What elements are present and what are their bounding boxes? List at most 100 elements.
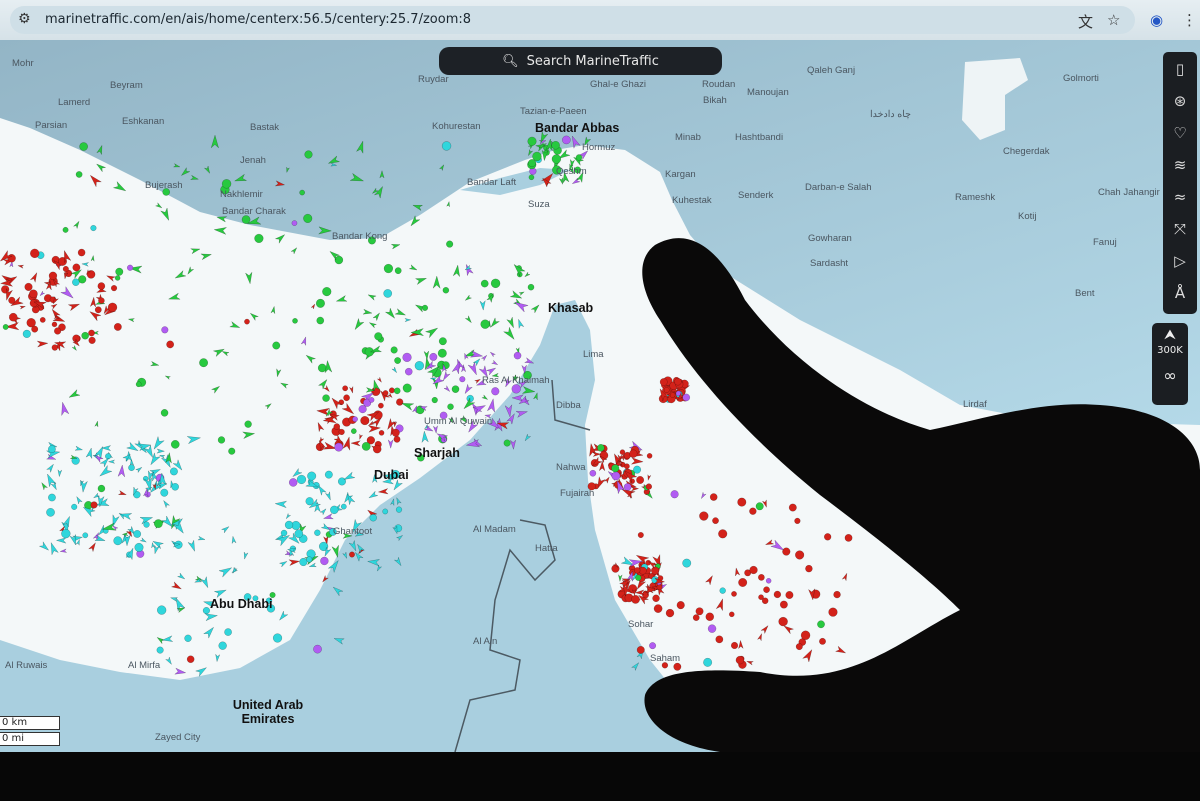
vessel-marker[interactable] bbox=[761, 597, 769, 605]
vessel-marker[interactable] bbox=[71, 338, 81, 347]
vessel-marker[interactable] bbox=[332, 586, 344, 597]
vessel-marker[interactable] bbox=[99, 464, 113, 477]
vessel-marker[interactable] bbox=[22, 329, 31, 338]
vessel-marker[interactable] bbox=[524, 433, 532, 442]
vessel-marker[interactable] bbox=[213, 589, 228, 599]
vessel-marker[interactable] bbox=[381, 477, 395, 485]
vessel-marker[interactable] bbox=[90, 254, 95, 263]
translate-icon[interactable]: 文 bbox=[1078, 13, 1094, 31]
vessel-marker[interactable] bbox=[101, 522, 117, 531]
vessel-marker[interactable] bbox=[342, 532, 353, 539]
vessel-marker[interactable] bbox=[176, 572, 186, 580]
vessel-marker[interactable] bbox=[187, 539, 196, 553]
vessel-marker[interactable] bbox=[210, 134, 220, 149]
vessel-marker[interactable] bbox=[330, 162, 338, 167]
vessel-marker[interactable] bbox=[794, 517, 801, 525]
vessel-marker[interactable] bbox=[418, 406, 429, 412]
vessel-marker[interactable] bbox=[112, 525, 119, 532]
vessel-marker[interactable] bbox=[528, 174, 535, 181]
vessel-marker[interactable] bbox=[135, 381, 142, 388]
vessel-marker[interactable] bbox=[103, 304, 111, 315]
vessel-marker[interactable] bbox=[348, 385, 354, 394]
vessel-marker[interactable] bbox=[322, 512, 335, 520]
vessel-marker[interactable] bbox=[284, 520, 294, 530]
vessel-marker[interactable] bbox=[730, 641, 739, 650]
vessel-marker[interactable] bbox=[99, 457, 109, 468]
vessel-marker[interactable] bbox=[286, 166, 291, 174]
vessel-marker[interactable] bbox=[71, 503, 78, 510]
vessel-marker[interactable] bbox=[328, 527, 337, 536]
vessel-marker[interactable] bbox=[368, 420, 376, 426]
vessel-marker[interactable] bbox=[288, 559, 301, 567]
vessel-marker[interactable] bbox=[252, 595, 259, 602]
vessel-marker[interactable] bbox=[325, 408, 334, 417]
vessel-marker[interactable] bbox=[527, 148, 534, 157]
vessel-marker[interactable] bbox=[363, 398, 372, 407]
vessel-marker[interactable] bbox=[315, 298, 325, 308]
vessel-marker[interactable] bbox=[402, 383, 412, 393]
vessel-marker[interactable] bbox=[464, 264, 473, 271]
vessel-marker[interactable] bbox=[17, 264, 25, 269]
vessel-marker[interactable] bbox=[196, 535, 206, 541]
vessel-marker[interactable] bbox=[164, 375, 172, 381]
vessel-marker[interactable] bbox=[394, 307, 407, 316]
vessel-marker[interactable] bbox=[59, 285, 74, 299]
vessel-marker[interactable] bbox=[137, 443, 152, 452]
vessel-marker[interactable] bbox=[322, 574, 330, 583]
vessel-marker[interactable] bbox=[318, 439, 327, 452]
vessel-marker[interactable] bbox=[540, 130, 549, 144]
vessel-marker[interactable] bbox=[133, 486, 139, 497]
vessel-marker[interactable] bbox=[333, 638, 346, 645]
vessel-marker[interactable] bbox=[378, 430, 385, 436]
vessel-marker[interactable] bbox=[278, 560, 288, 568]
vessel-marker[interactable] bbox=[287, 532, 300, 545]
vessel-marker[interactable] bbox=[319, 436, 325, 444]
vessel-marker[interactable] bbox=[541, 149, 549, 162]
vessel-marker[interactable] bbox=[276, 367, 282, 378]
vessel-marker[interactable] bbox=[354, 551, 364, 563]
vessel-marker[interactable] bbox=[215, 653, 221, 663]
vessel-marker[interactable] bbox=[446, 240, 454, 248]
vessel-marker[interactable] bbox=[650, 566, 660, 575]
vessel-marker[interactable] bbox=[166, 340, 175, 349]
site-settings-icon[interactable]: ⚙ bbox=[18, 11, 31, 27]
vessel-marker[interactable] bbox=[81, 262, 90, 267]
vessel-marker[interactable] bbox=[324, 470, 333, 479]
vessel-marker[interactable] bbox=[314, 501, 321, 513]
vessel-marker[interactable] bbox=[69, 533, 76, 546]
vessel-marker[interactable] bbox=[269, 591, 276, 599]
vessel-marker[interactable] bbox=[532, 151, 542, 162]
vessel-marker[interactable] bbox=[314, 529, 321, 537]
vessel-marker[interactable] bbox=[452, 264, 461, 278]
vessel-marker[interactable] bbox=[88, 336, 96, 344]
vessel-marker[interactable] bbox=[333, 434, 344, 445]
more-menu-icon[interactable]: ⋮ bbox=[1182, 11, 1197, 29]
vessel-marker[interactable] bbox=[107, 302, 118, 313]
vessel-marker[interactable] bbox=[703, 657, 713, 667]
vessel-marker[interactable] bbox=[707, 624, 717, 633]
vessel-marker[interactable] bbox=[95, 163, 107, 173]
vessel-marker[interactable] bbox=[176, 607, 186, 614]
vessel-marker[interactable] bbox=[322, 535, 329, 546]
vessel-marker[interactable] bbox=[649, 642, 657, 650]
vessel-marker[interactable] bbox=[51, 321, 58, 328]
vessel-marker[interactable] bbox=[292, 467, 303, 478]
vessel-marker[interactable] bbox=[331, 397, 343, 410]
vessel-marker[interactable] bbox=[153, 519, 163, 529]
vessel-marker[interactable] bbox=[160, 488, 169, 497]
vessel-marker[interactable] bbox=[172, 542, 181, 548]
vessel-marker[interactable] bbox=[515, 346, 520, 355]
vessel-marker[interactable] bbox=[451, 360, 460, 375]
vessel-marker[interactable] bbox=[318, 541, 329, 552]
vessel-marker[interactable] bbox=[134, 542, 144, 552]
vessel-marker[interactable] bbox=[630, 457, 644, 465]
vessel-marker[interactable] bbox=[424, 327, 439, 339]
vessel-marker[interactable] bbox=[421, 430, 429, 444]
vessel-marker[interactable] bbox=[289, 548, 295, 558]
vessel-marker[interactable] bbox=[45, 463, 55, 474]
vessel-marker[interactable] bbox=[372, 312, 381, 322]
vessel-marker[interactable] bbox=[393, 556, 402, 567]
vessel-marker[interactable] bbox=[249, 312, 260, 322]
vessel-marker[interactable] bbox=[70, 269, 83, 280]
vessel-marker[interactable] bbox=[518, 291, 525, 297]
